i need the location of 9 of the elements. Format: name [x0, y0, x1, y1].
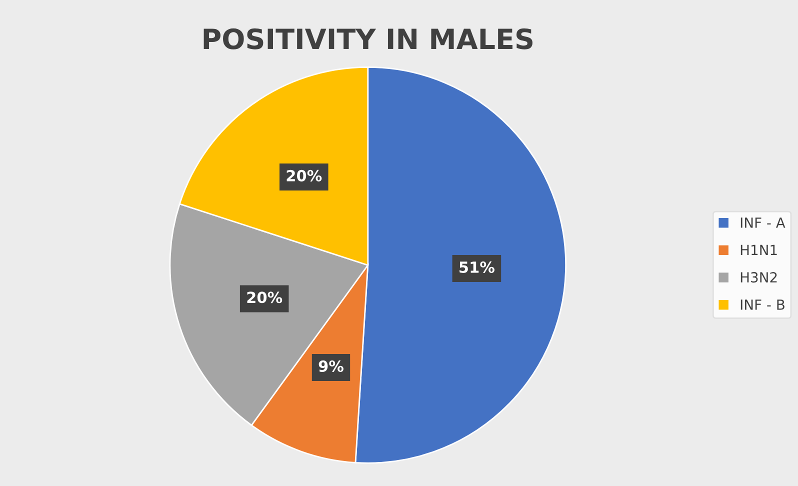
data-label: 20% — [247, 292, 282, 304]
legend-label: INF - B — [740, 300, 784, 310]
data-label: 9% — [318, 360, 344, 372]
legend-label: H1N1 — [740, 244, 777, 256]
data-label: 51% — [460, 261, 494, 273]
data-label: 20% — [286, 170, 322, 182]
chart-title: POSITIVITY IN MALES — [204, 28, 532, 50]
legend-label: INF - A — [740, 218, 786, 228]
legend-label: H3N2 — [740, 272, 777, 283]
